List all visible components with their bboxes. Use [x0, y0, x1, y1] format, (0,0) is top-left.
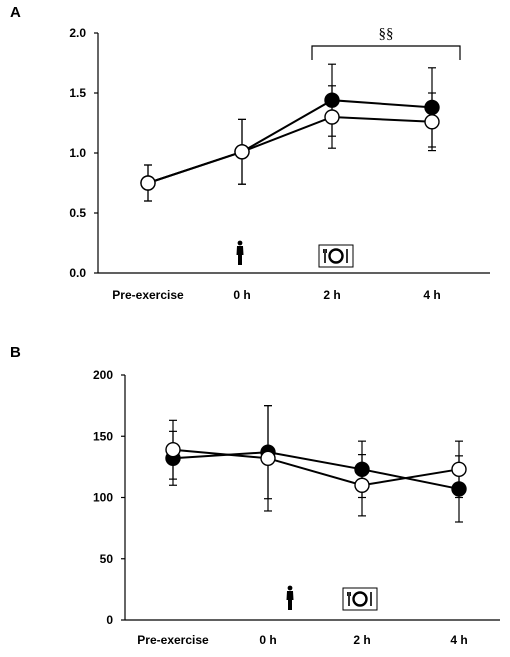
y-tick-label: 200: [93, 368, 113, 382]
running-figure-icon: [236, 240, 244, 265]
x-tick-label: 2 h: [323, 288, 340, 302]
y-tick-label: 0.5: [69, 206, 86, 220]
panel-a-marks: §§: [140, 26, 461, 202]
y-tick-label: 0.0: [69, 266, 86, 280]
x-tick-label: 0 h: [233, 288, 250, 302]
panel-a-axes: 0.0 0.5 1.0 1.5 2.0 Pre-exercise 0 h 2 h 4 h: [69, 26, 490, 302]
y-tick-label: 100: [93, 491, 113, 505]
y-tick-label: 1.5: [69, 86, 86, 100]
x-tick-label: Pre-exercise: [137, 633, 209, 647]
data-point-filled: [451, 481, 467, 497]
data-point-open: [324, 109, 340, 125]
data-point-open: [424, 114, 440, 130]
series-line-open: [172, 448, 460, 487]
panel-a-letter: A: [10, 4, 21, 21]
data-point-filled: [424, 99, 440, 116]
y-tick-label: 1.0: [69, 146, 86, 160]
series-line-filled: [147, 99, 433, 184]
running-figure-icon: [286, 585, 294, 610]
series-line-open: [147, 115, 433, 184]
panel-b: B Stimulated elastase releaseper neutrop…: [10, 344, 500, 647]
data-point-open: [165, 442, 181, 458]
y-tick-label: 0: [106, 613, 113, 627]
data-point-open: [451, 461, 467, 478]
data-point-filled: [354, 461, 370, 478]
x-tick-label: 0 h: [259, 633, 276, 647]
series-line-filled: [172, 451, 460, 490]
data-point-open: [140, 175, 156, 191]
x-tick-label: 4 h: [450, 633, 467, 647]
x-tick-label: 4 h: [423, 288, 440, 302]
panel-a: A Stimulated plasma elastaseconcentratio…: [10, 4, 490, 302]
data-point-open: [260, 450, 276, 466]
x-tick-label: Pre-exercise: [112, 288, 184, 302]
panel-b-marks: [165, 405, 467, 523]
significance-label: §§: [379, 26, 394, 42]
panel-b-axes: 0 50 100 150 200 Pre-exercise 0 h 2 h 4 h: [93, 368, 500, 647]
significance-bracket: [311, 45, 461, 60]
data-point-open: [354, 477, 370, 493]
y-tick-label: 50: [100, 552, 114, 566]
data-point-filled: [324, 92, 340, 108]
meal-plate-icon: [318, 244, 354, 268]
x-tick-label: 2 h: [353, 633, 370, 647]
y-tick-label: 150: [93, 429, 113, 443]
y-tick-label: 2.0: [69, 26, 86, 40]
data-point-open: [234, 144, 250, 160]
meal-plate-icon: [342, 587, 378, 611]
panel-b-letter: B: [10, 344, 21, 361]
